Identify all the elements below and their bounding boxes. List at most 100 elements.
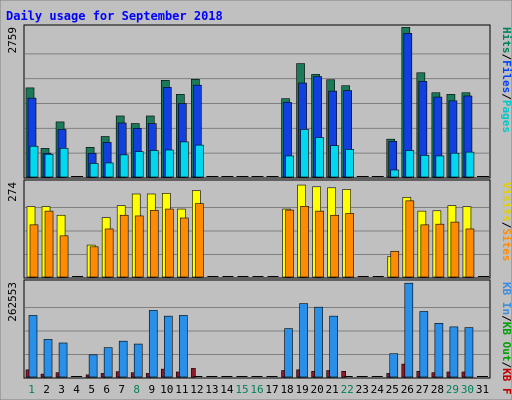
y-max-label: 2759	[6, 27, 19, 54]
bar-pages-zero	[210, 176, 219, 177]
x-tick-label: 24	[371, 383, 385, 396]
bar-pages	[119, 154, 129, 178]
bar-kb-in-zero	[359, 376, 368, 377]
x-tick-label: 14	[220, 383, 234, 396]
legend-kbin-kbout: KB In/KB Out/KB F	[500, 282, 512, 395]
legend-entry: /	[500, 222, 512, 229]
legend-entry: KB F	[500, 368, 512, 395]
bar-kb-f-zero	[371, 376, 376, 377]
bar-kb-in	[329, 315, 338, 378]
bar-kb-f-zero	[356, 376, 361, 377]
x-tick-label: 19	[295, 383, 308, 396]
bar-sites	[465, 228, 475, 278]
bar-pages	[330, 145, 339, 178]
bar-kb-f-zero	[266, 376, 271, 377]
bar-sites	[300, 206, 309, 278]
bar-pages	[405, 150, 415, 178]
bar-sites	[195, 203, 204, 278]
bar-sites-zero	[240, 276, 249, 277]
x-tick-label: 8	[133, 383, 140, 396]
bar-kb-f-zero	[221, 376, 226, 377]
x-tick-label: 6	[103, 383, 110, 396]
bar-kb-f	[341, 370, 346, 378]
bar-kb-in	[434, 322, 444, 378]
bar-kb-f-zero	[476, 376, 481, 377]
x-tick-label: 7	[118, 383, 125, 396]
legend-entry: Sites	[500, 228, 512, 261]
bar-sites	[29, 224, 39, 278]
bar-kb-f-zero	[251, 376, 256, 377]
bar-sites	[345, 213, 354, 278]
x-tick-label: 9	[148, 383, 155, 396]
x-axis: 1 2 3 4 5 6 7 8 9 10 11 12 13 14 15 16 17 18 19 20 21 22 23 24 2…	[28, 383, 489, 396]
legend-entry: /	[500, 315, 512, 322]
x-tick-label: 25	[386, 383, 399, 396]
bar-pages-zero	[480, 176, 489, 177]
bar-kb-in-zero	[254, 376, 263, 377]
bar-sites	[44, 210, 54, 278]
bar-pages	[345, 149, 354, 178]
bar-pages	[390, 169, 400, 178]
bar-kb-in-zero	[209, 376, 218, 377]
bar-kb-in	[284, 328, 293, 378]
bar-sites	[134, 215, 144, 278]
bar-kb-f	[191, 368, 196, 378]
bar-pages	[315, 137, 324, 178]
x-tick-label: 10	[160, 383, 173, 396]
x-tick-label: 18	[280, 383, 293, 396]
bar-kb-in	[389, 353, 399, 378]
bar-kb-in-zero	[344, 376, 353, 377]
x-tick-label: 29	[446, 383, 459, 396]
bar-kb-in-zero	[479, 376, 488, 377]
bar-pages	[195, 144, 204, 178]
y-max-label: 274	[6, 182, 19, 202]
x-tick-label: 16	[250, 383, 263, 396]
legend-entry: KB In	[500, 282, 512, 315]
x-tick-label: 28	[431, 383, 444, 396]
bar-kb-in-zero	[194, 376, 203, 377]
bar-kb-in-zero	[374, 376, 383, 377]
x-tick-label: 5	[88, 383, 95, 396]
bar-pages-zero	[360, 176, 369, 177]
bar-sites	[104, 228, 114, 278]
bar-pages-zero	[225, 176, 234, 177]
x-tick-label: 23	[356, 383, 369, 396]
bar-sites-zero	[225, 276, 234, 277]
legend-entry: KB Out	[500, 322, 512, 362]
panel-kbin-kbout: 262553 KB In/KB Out/KB F	[6, 279, 512, 395]
bar-pages	[149, 150, 159, 178]
bar-kb-in	[314, 306, 323, 378]
bar-sites-zero	[210, 276, 219, 277]
bar-kb-in	[179, 315, 188, 378]
bar-kb-in-zero	[269, 376, 278, 377]
legend-entry: Files	[500, 60, 512, 93]
bar-sites-zero	[375, 276, 384, 277]
legend-entry: /	[500, 54, 512, 61]
bar-pages	[180, 141, 189, 178]
bar-kb-in	[449, 326, 459, 378]
bar-sites	[330, 214, 339, 278]
y-max-label: 262553	[6, 282, 19, 322]
x-tick-label: 1	[28, 383, 35, 396]
bar-kb-in	[58, 342, 68, 378]
bar-pages	[420, 155, 430, 178]
bar-pages-zero	[375, 176, 384, 177]
bar-pages-zero	[75, 176, 84, 177]
legend-hits-files-pages: Hits/Files/Pages	[500, 27, 512, 133]
bar-kb-in	[163, 315, 173, 378]
x-tick-label: 3	[58, 383, 65, 396]
legend-entry: Hits	[500, 27, 512, 54]
bar-pages	[29, 145, 39, 178]
bar-kb-in	[118, 340, 128, 378]
bar-kb-in-zero	[239, 376, 248, 377]
x-tick-label: 2	[43, 383, 50, 396]
x-tick-label: 11	[175, 383, 188, 396]
bar-sites	[180, 217, 189, 278]
bar-pages	[465, 151, 475, 178]
x-tick-label: 20	[311, 383, 324, 396]
bar-pages-zero	[240, 176, 249, 177]
bar-sites	[89, 246, 99, 278]
bar-pages	[300, 129, 309, 178]
